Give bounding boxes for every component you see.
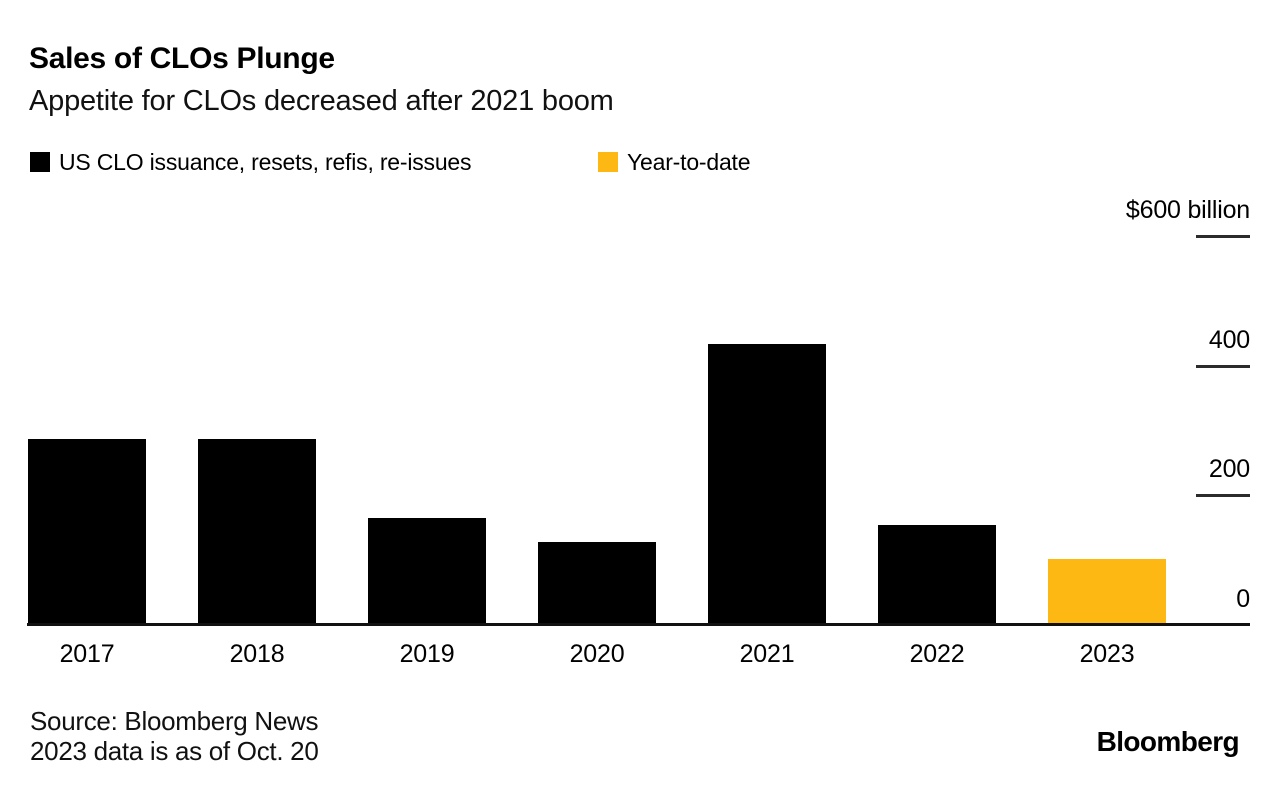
bar-2018 — [198, 439, 316, 625]
x-tick-2018: 2018 — [229, 640, 285, 668]
y-tick-label-0: 0 — [1236, 585, 1250, 613]
bloomberg-logo: Bloomberg — [1096, 726, 1240, 757]
series-swatch-icon — [30, 152, 50, 172]
x-tick-2023: 2023 — [1079, 640, 1135, 668]
legend: US CLO issuance, resets, refis, re-issue… — [0, 149, 1279, 175]
bar-2020 — [538, 542, 656, 625]
bar-2017 — [28, 439, 146, 625]
x-tick-2022: 2022 — [909, 640, 965, 668]
bar-2023 — [1048, 559, 1166, 625]
bar-2022 — [878, 525, 996, 625]
legend-ytd-label: Year-to-date — [627, 148, 751, 175]
legend-item-ytd: Year-to-date — [598, 148, 751, 175]
x-axis-line — [27, 623, 1250, 626]
bar-2021 — [708, 344, 826, 625]
y-tick-label-200: 200 — [1208, 455, 1250, 484]
source-line-1: Source: Bloomberg News — [30, 706, 319, 736]
chart-subtitle: Appetite for CLOs decreased after 2021 b… — [29, 85, 614, 117]
source-line-2: 2023 data is as of Oct. 20 — [30, 736, 319, 766]
legend-item-series: US CLO issuance, resets, refis, re-issue… — [30, 148, 472, 175]
chart-title: Sales of CLOs Plunge — [29, 42, 335, 75]
x-tick-2020: 2020 — [569, 640, 625, 668]
source-note: Source: Bloomberg News 2023 data is as o… — [30, 706, 319, 766]
ytd-swatch-icon — [598, 152, 618, 172]
bar-2019 — [368, 518, 486, 625]
y-gridline-600 — [1196, 235, 1250, 238]
x-tick-2021: 2021 — [739, 640, 795, 668]
legend-series-label: US CLO issuance, resets, refis, re-issue… — [59, 148, 472, 175]
x-tick-2017: 2017 — [59, 640, 115, 668]
y-tick-label-600: $600 billion — [1125, 196, 1250, 224]
y-tick-label-400: 400 — [1208, 325, 1250, 354]
x-tick-2019: 2019 — [399, 640, 455, 668]
y-gridline-200 — [1196, 494, 1250, 498]
y-gridline-400 — [1196, 364, 1250, 368]
